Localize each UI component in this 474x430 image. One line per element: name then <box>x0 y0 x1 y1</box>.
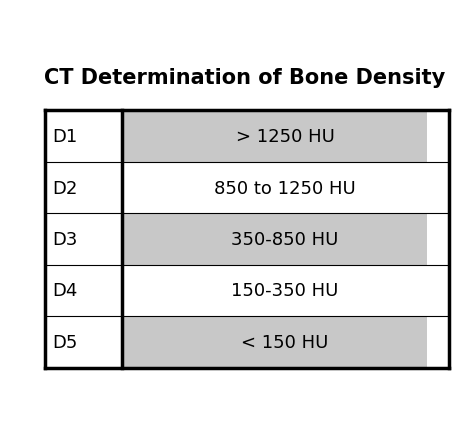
Bar <box>45 111 122 163</box>
Text: 350-850 HU: 350-850 HU <box>231 230 339 249</box>
Bar <box>45 214 122 265</box>
Bar <box>122 316 449 368</box>
Text: 850 to 1250 HU: 850 to 1250 HU <box>214 179 356 197</box>
Bar <box>45 163 122 214</box>
Text: CT Determination of Bone Density: CT Determination of Bone Density <box>44 68 445 88</box>
Text: 150-350 HU: 150-350 HU <box>231 282 339 300</box>
Bar <box>122 163 449 214</box>
Text: D5: D5 <box>52 333 77 351</box>
Text: D1: D1 <box>52 128 77 146</box>
Text: < 150 HU: < 150 HU <box>241 333 329 351</box>
Bar <box>122 214 449 265</box>
Text: D3: D3 <box>52 230 77 249</box>
Text: > 1250 HU: > 1250 HU <box>236 128 335 146</box>
Bar <box>122 111 449 163</box>
Bar <box>45 316 122 368</box>
Text: D4: D4 <box>52 282 77 300</box>
Bar <box>122 265 449 316</box>
Bar <box>45 265 122 316</box>
Text: D2: D2 <box>52 179 77 197</box>
